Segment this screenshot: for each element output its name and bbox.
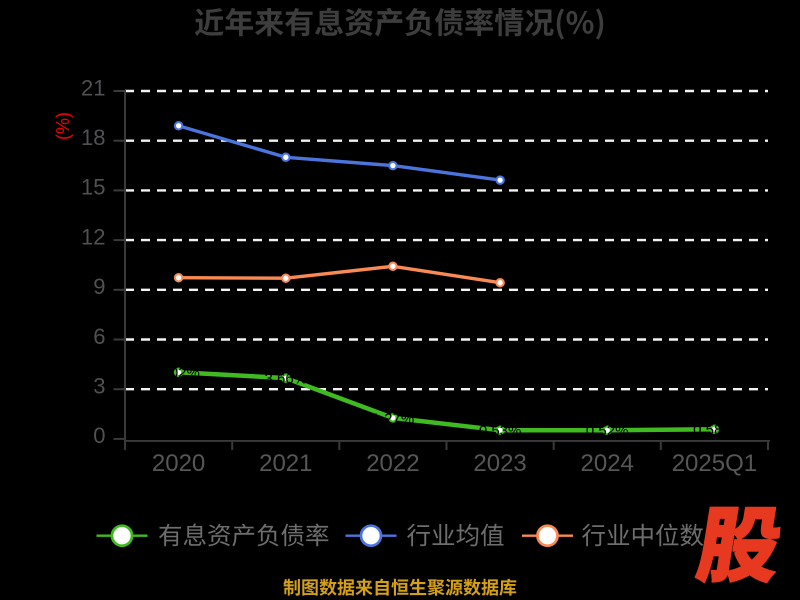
svg-text:2022: 2022 [366,450,419,477]
svg-text:12: 12 [81,224,105,249]
svg-text:0.53%: 0.53% [479,423,522,440]
svg-text:0.52%: 0.52% [586,423,629,440]
svg-text:15: 15 [81,175,105,200]
svg-text:9: 9 [93,274,105,299]
svg-text:2020: 2020 [152,450,205,477]
svg-text:(%): (%) [53,112,73,140]
svg-text:2025Q1: 2025Q1 [672,450,757,477]
svg-text:0: 0 [93,423,105,448]
svg-text:6: 6 [93,324,105,349]
svg-text:4.02%: 4.02% [157,365,200,382]
svg-text:18: 18 [81,125,105,150]
svg-text:0.58%: 0.58% [693,422,736,439]
svg-text:1.27%: 1.27% [372,410,415,427]
svg-text:3: 3 [93,374,105,399]
svg-text:3.66%: 3.66% [265,371,308,388]
svg-text:2024: 2024 [581,450,634,477]
svg-text:2021: 2021 [259,450,312,477]
svg-text:21: 21 [81,75,105,100]
svg-text:2023: 2023 [473,450,526,477]
